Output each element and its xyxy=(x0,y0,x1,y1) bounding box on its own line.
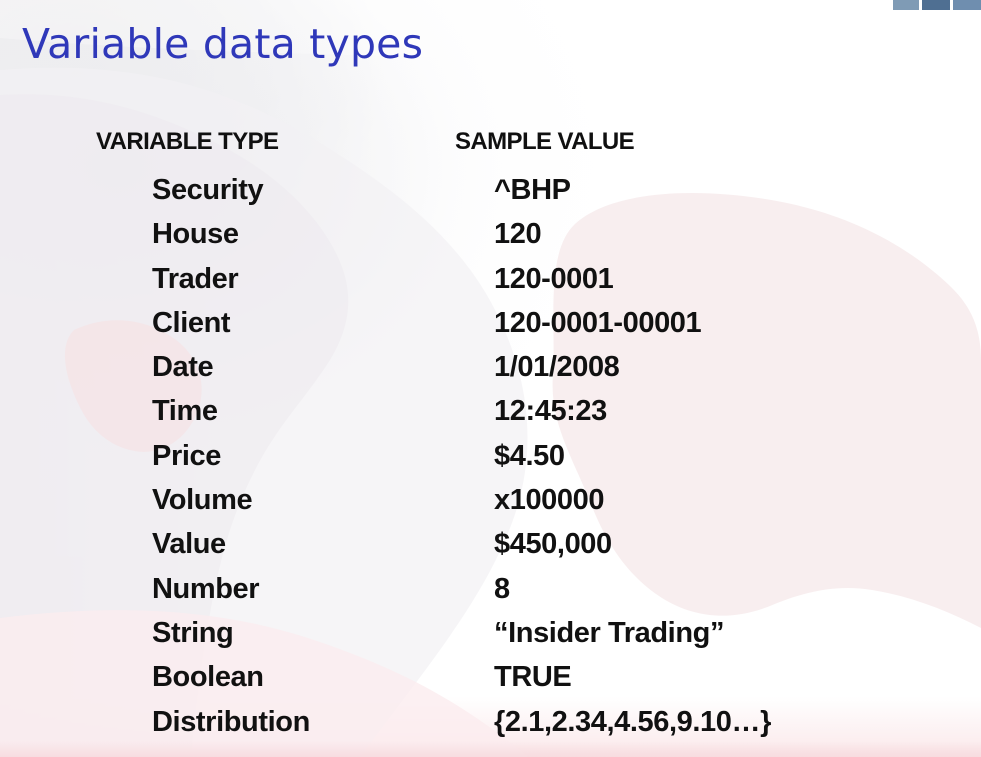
table-row: Distribution {2.1,2.34,4.56,9.10…} xyxy=(96,700,896,744)
sample-value-cell: $4.50 xyxy=(494,439,565,472)
table-row: Boolean TRUE xyxy=(96,655,896,699)
bottom-band xyxy=(0,741,981,757)
sample-value-cell: 1/01/2008 xyxy=(494,351,620,384)
variable-type-cell: Client xyxy=(152,306,231,339)
sample-value-cell: {2.1,2.34,4.56,9.10…} xyxy=(494,705,771,738)
variable-type-cell: Value xyxy=(152,528,226,561)
slide-title: Variable data types xyxy=(22,20,424,68)
sample-value-cell: ^BHP xyxy=(494,174,571,206)
table-row: Time 12:45:23 xyxy=(96,389,896,433)
sample-value-cell: 8 xyxy=(494,572,510,605)
sample-value-cell: $450,000 xyxy=(494,528,612,561)
variable-type-cell: Price xyxy=(152,439,221,472)
table-row: Price $4.50 xyxy=(96,434,896,478)
table-row: Number 8 xyxy=(96,567,896,611)
variable-type-cell: Date xyxy=(152,351,214,384)
variable-type-cell: Time xyxy=(152,395,218,428)
table-row: Volume x100000 xyxy=(96,478,896,522)
table-row: House 120 xyxy=(96,212,896,256)
sample-value-cell: 120 xyxy=(494,218,542,251)
variable-type-cell: House xyxy=(152,218,239,251)
variable-type-cell: Distribution xyxy=(152,705,310,738)
variable-type-cell: Volume xyxy=(152,484,253,517)
variable-type-cell: Number xyxy=(152,572,260,605)
table-row: Date 1/01/2008 xyxy=(96,345,896,389)
header-sample-value: SAMPLE VALUE xyxy=(455,128,635,155)
table-row: Trader 120-0001 xyxy=(96,257,896,301)
table-row: Client 120-0001-00001 xyxy=(96,301,896,345)
table-row: String “Insider Trading” xyxy=(96,611,896,655)
sample-value-cell: x100000 xyxy=(494,484,605,517)
sample-value-cell: 12:45:23 xyxy=(494,395,607,428)
table-header-row: VARIABLE TYPE SAMPLE VALUE xyxy=(96,124,896,168)
sample-value-cell: 120-0001 xyxy=(494,262,614,295)
variable-type-table: VARIABLE TYPE SAMPLE VALUE Security ^BHP… xyxy=(96,124,896,744)
sample-value-cell: “Insider Trading” xyxy=(494,616,725,649)
table-row: Security ^BHP xyxy=(96,168,896,212)
variable-type-cell: Trader xyxy=(152,262,239,295)
variable-type-cell: Security xyxy=(152,174,264,206)
table-row: Value $450,000 xyxy=(96,522,896,566)
corner-logo-icon xyxy=(893,0,981,10)
variable-type-cell: String xyxy=(152,616,234,649)
sample-value-cell: TRUE xyxy=(494,661,572,694)
sample-value-cell: 120-0001-00001 xyxy=(494,306,702,339)
variable-type-cell: Boolean xyxy=(152,661,264,694)
header-variable-type: VARIABLE TYPE xyxy=(96,128,279,155)
